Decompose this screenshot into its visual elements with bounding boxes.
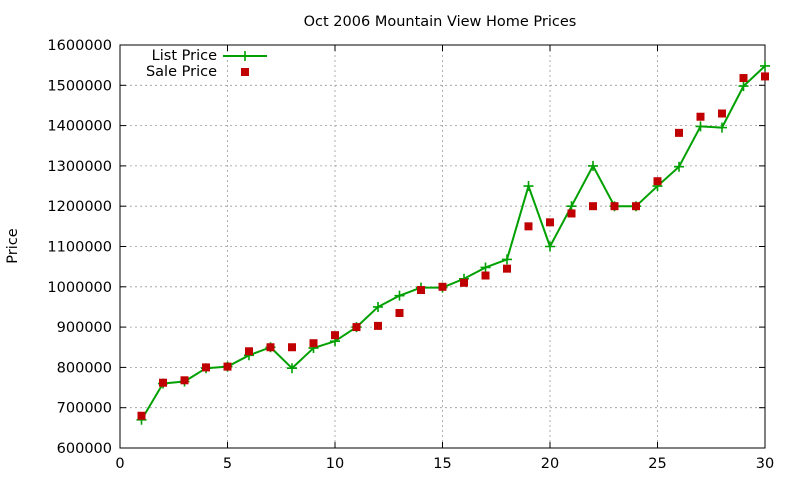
data-point: [567, 209, 576, 218]
x-tick-label: 25: [648, 456, 666, 472]
data-point: [718, 109, 726, 118]
y-tick-label: 700000: [57, 401, 112, 417]
data-point: [309, 339, 318, 348]
data-point: [610, 202, 619, 211]
data-point: [761, 72, 769, 81]
data-point: [589, 202, 597, 211]
data-point: [288, 343, 296, 352]
legend-marker-sale-price: [241, 68, 249, 76]
x-tick-label: 10: [326, 456, 344, 472]
y-axis-ticks: 600000 700000 800000 900000 1000000 1100000 12…: [47, 38, 765, 457]
data-point: [545, 241, 555, 252]
data-point: [159, 378, 167, 387]
legend: List Price Sale Price: [146, 48, 267, 80]
data-point: [223, 362, 232, 371]
x-tick-label: 20: [541, 456, 559, 472]
legend-label-sale-price: Sale Price: [146, 64, 217, 80]
data-point: [352, 323, 361, 332]
data-point: [374, 321, 382, 330]
y-tick-label: 1600000: [47, 38, 112, 54]
y-tick-label: 1500000: [47, 78, 112, 94]
data-point: [502, 254, 512, 265]
data-point: [524, 222, 533, 231]
data-point: [653, 177, 662, 186]
data-point: [395, 308, 404, 317]
data-point: [460, 278, 468, 287]
y-tick-label: 900000: [57, 320, 112, 336]
data-point: [588, 160, 598, 171]
data-point: [137, 411, 146, 420]
y-tick-label: 1000000: [47, 280, 112, 296]
y-tick-label: 1400000: [47, 119, 112, 135]
data-point: [373, 301, 383, 312]
y-axis-label: Price: [5, 228, 21, 263]
x-axis-ticks: 0 5 10 15 20 25 30: [115, 45, 774, 472]
data-point: [674, 161, 684, 172]
data-point: [394, 290, 405, 301]
data-point: [546, 218, 554, 227]
legend-label-list-price: List Price: [152, 48, 217, 64]
data-point: [331, 331, 339, 340]
data-point: [202, 363, 210, 372]
data-point: [675, 128, 683, 137]
data-point: [632, 202, 640, 211]
data-point: [266, 343, 275, 352]
data-point: [503, 264, 511, 273]
x-tick-label: 15: [433, 456, 451, 472]
data-point: [417, 286, 425, 295]
series: [136, 60, 770, 425]
data-point: [739, 74, 748, 83]
data-point: [738, 81, 749, 92]
legend-marker-list-price: [240, 51, 250, 61]
x-tick-label: 0: [115, 456, 124, 472]
y-tick-label: 800000: [57, 360, 112, 376]
data-point: [696, 112, 705, 121]
data-point: [438, 282, 447, 291]
data-point: [717, 122, 727, 133]
y-tick-label: 1300000: [47, 159, 112, 175]
data-point: [481, 271, 490, 280]
data-point: [480, 262, 491, 273]
plot-frame: [119, 44, 766, 449]
y-tick-label: 1200000: [47, 199, 112, 215]
data-point: [180, 376, 189, 385]
data-point: [760, 60, 770, 71]
chart-title: Oct 2006 Mountain View Home Prices: [304, 14, 577, 30]
x-tick-label: 5: [223, 456, 232, 472]
data-point: [245, 347, 253, 356]
data-point: [695, 121, 706, 132]
data-point: [287, 363, 297, 374]
x-tick-label: 30: [756, 456, 774, 472]
y-tick-label: 1100000: [47, 240, 112, 256]
series-sale-price: [137, 72, 769, 420]
y-tick-label: 600000: [57, 441, 112, 457]
data-point: [523, 181, 534, 192]
